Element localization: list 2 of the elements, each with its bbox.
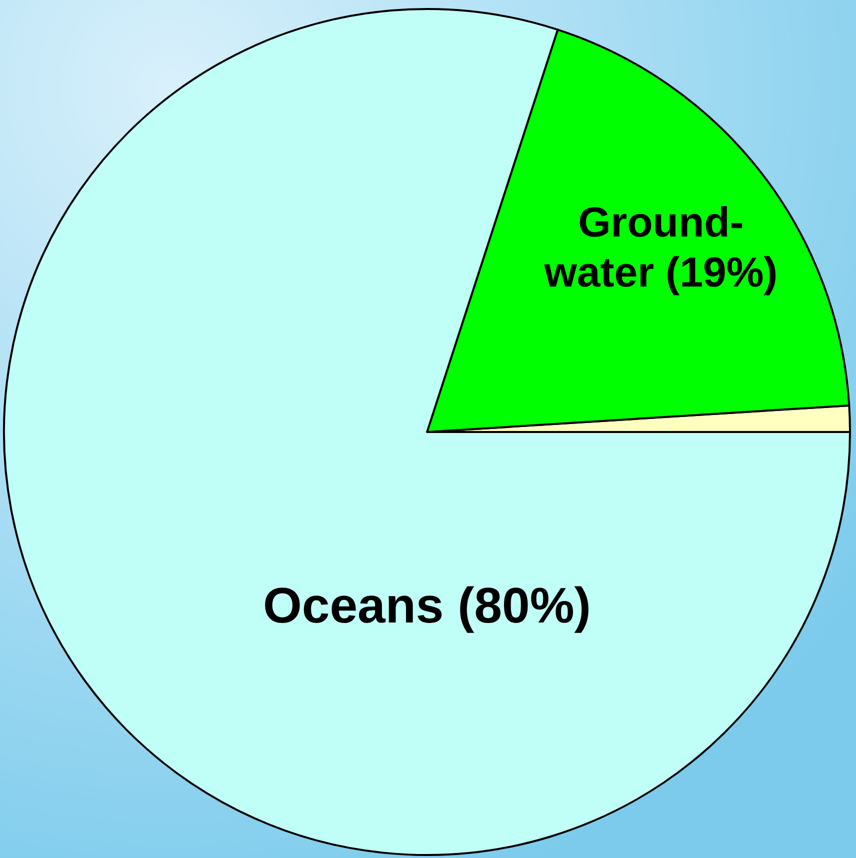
slice-label: Oceans (80%) bbox=[263, 578, 591, 634]
slice-label: Ground-water (19%) bbox=[543, 198, 778, 296]
